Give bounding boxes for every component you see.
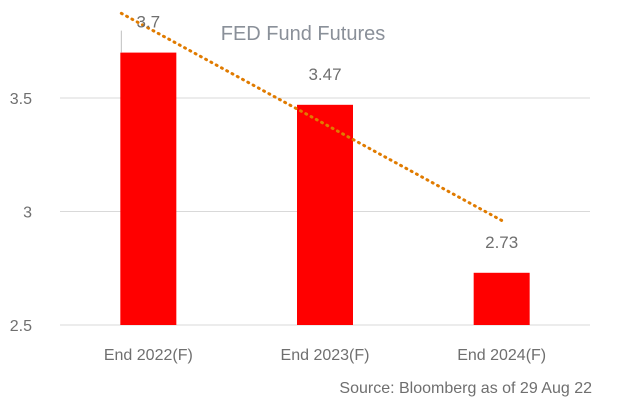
bars bbox=[120, 52, 530, 325]
data-label: 2.73 bbox=[485, 233, 518, 252]
trendline-series bbox=[119, 11, 506, 223]
bar bbox=[473, 272, 530, 325]
x-tick-label: End 2024(F) bbox=[457, 347, 546, 364]
source-note: Source: Bloomberg as of 29 Aug 22 bbox=[339, 380, 592, 397]
data-labels: 3.7 3.47 2.73 bbox=[120, 13, 518, 252]
y-axis-ticks: 2.5 3 3.5 bbox=[10, 91, 32, 335]
y-tick-label: 3 bbox=[23, 205, 32, 222]
chart-title: FED Fund Futures bbox=[221, 23, 386, 45]
bar bbox=[120, 52, 177, 325]
data-label: 3.47 bbox=[308, 65, 341, 84]
y-tick-label: 2.5 bbox=[10, 318, 32, 335]
x-tick-label: End 2022(F) bbox=[104, 347, 193, 364]
x-axis-ticks: End 2022(F) End 2023(F) End 2024(F) bbox=[104, 347, 546, 364]
y-tick-label: 3.5 bbox=[10, 91, 32, 108]
x-tick-label: End 2023(F) bbox=[281, 347, 370, 364]
data-label: 3.7 bbox=[137, 13, 161, 32]
trendline bbox=[119, 11, 506, 223]
bar bbox=[297, 104, 353, 325]
